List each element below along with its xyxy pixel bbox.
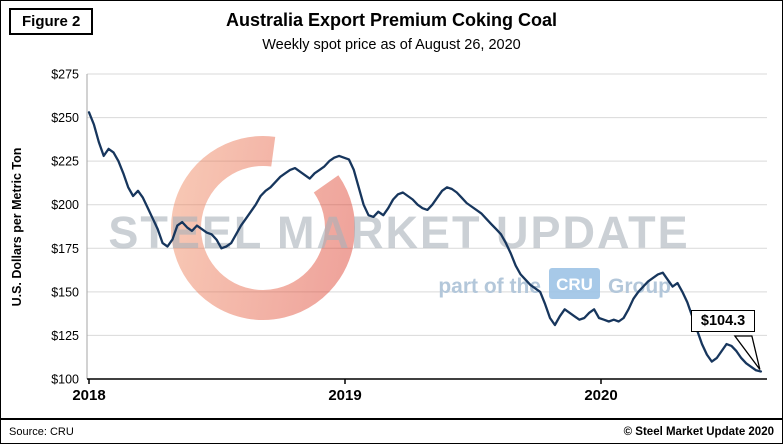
y-tick-label: $100 bbox=[51, 373, 79, 387]
y-tick-label: $225 bbox=[51, 155, 79, 169]
y-tick-label: $125 bbox=[51, 329, 79, 343]
y-tick-label: $200 bbox=[51, 198, 79, 212]
axes: $100 $125 $150 $175 $200 $225 $250 $275 2018 2019… bbox=[51, 68, 767, 404]
watermark-text: STEEL MARKET UPDATE bbox=[108, 207, 689, 258]
chart-subtitle: Weekly spot price as of August 26, 2020 bbox=[262, 37, 521, 53]
y-tick-label: $275 bbox=[51, 68, 79, 82]
cru-badge bbox=[549, 268, 600, 299]
source-note: Source: CRU bbox=[9, 426, 74, 438]
series-layer bbox=[87, 111, 763, 373]
footer-divider bbox=[1, 418, 782, 420]
callout-tail bbox=[733, 335, 761, 370]
price-line bbox=[87, 111, 763, 373]
x-tick-label: 2019 bbox=[328, 387, 361, 404]
callout-pointer bbox=[733, 335, 761, 370]
watermark-subtext-prefix: part of the bbox=[438, 275, 541, 298]
last-value-callout: $104.3 bbox=[690, 310, 756, 332]
x-tick-label: 2018 bbox=[72, 387, 105, 404]
y-tick-label: $250 bbox=[51, 111, 79, 125]
y-tick-label: $175 bbox=[51, 242, 79, 256]
figure-label: Figure 2 bbox=[9, 8, 94, 35]
watermark-subtext-suffix: Group bbox=[608, 275, 671, 298]
cru-logo-swoosh-icon bbox=[171, 136, 355, 320]
chart-title: Australia Export Premium Coking Coal bbox=[225, 10, 558, 30]
x-tick-label: 2020 bbox=[584, 387, 617, 404]
copyright-note: © Steel Market Update 2020 bbox=[623, 426, 774, 438]
cru-badge-text: CRU bbox=[556, 275, 593, 294]
y-tick-label: $150 bbox=[51, 285, 79, 299]
